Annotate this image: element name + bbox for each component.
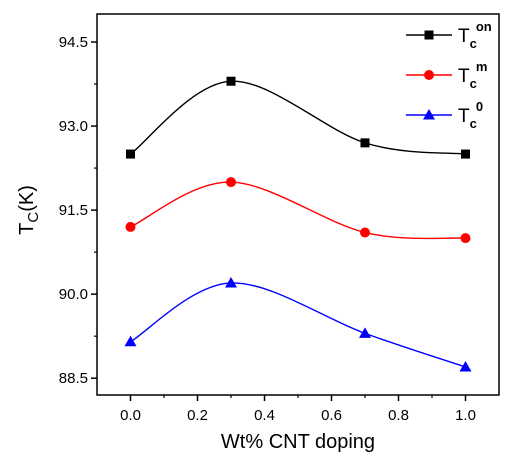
y-tick-label: 93.0 bbox=[59, 118, 88, 135]
series-line bbox=[130, 80, 466, 155]
data-point bbox=[459, 360, 472, 372]
legend-label-sub: c bbox=[470, 116, 477, 131]
data-point bbox=[360, 138, 370, 148]
legend-label: Tcm bbox=[458, 59, 487, 91]
legend-label-sup: on bbox=[476, 19, 492, 34]
legend-label-base: T bbox=[458, 26, 470, 47]
legend-item-0: Tc on bbox=[406, 19, 492, 51]
y-tick-label: 94.5 bbox=[59, 34, 88, 51]
legend-marker bbox=[424, 30, 434, 40]
data-point bbox=[226, 76, 236, 86]
y-axis-title-rest: (K) bbox=[16, 185, 38, 212]
legend-label-sup: 0 bbox=[476, 99, 483, 114]
data-point bbox=[125, 221, 136, 232]
legend-marker bbox=[423, 109, 435, 120]
data-point bbox=[461, 149, 470, 159]
legend-item-2: Tc 0 bbox=[406, 99, 483, 131]
data-point bbox=[359, 327, 371, 338]
legend-label-sup: m bbox=[476, 59, 488, 74]
data-point bbox=[124, 335, 137, 347]
x-tick-label: 0.0 bbox=[120, 407, 141, 424]
data-point bbox=[226, 177, 236, 188]
x-tick-label: 0.6 bbox=[321, 407, 342, 424]
legend-label-sub: c bbox=[470, 76, 477, 91]
series-0 bbox=[126, 76, 470, 159]
x-tick-label: 0.4 bbox=[254, 407, 275, 424]
series-line bbox=[130, 181, 466, 240]
legend-label-base: T bbox=[458, 106, 470, 127]
series-line bbox=[130, 282, 466, 368]
y-axis-title-main: T bbox=[16, 223, 38, 235]
series-layer bbox=[124, 76, 472, 372]
data-point bbox=[360, 227, 370, 238]
data-point bbox=[126, 149, 135, 159]
y-axis-title: TC(K) bbox=[16, 185, 42, 235]
legend-item-1: Tcm bbox=[406, 59, 487, 91]
x-axis-title: Wt% CNT doping bbox=[221, 431, 375, 453]
legend-label-sub: c bbox=[470, 36, 477, 51]
y-tick-label: 88.5 bbox=[59, 370, 88, 387]
series-2 bbox=[124, 276, 472, 372]
x-tick-label: 0.2 bbox=[187, 407, 208, 424]
x-tick-label: 1.0 bbox=[455, 407, 476, 424]
series-1 bbox=[125, 177, 471, 244]
y-tick-label: 91.5 bbox=[59, 202, 88, 219]
data-point bbox=[460, 233, 471, 244]
axis-ticks: 0.0 0.2 0.4 0.6 0.8 1.0 88.5 90.0 91.5 93.0 94.5 bbox=[59, 34, 476, 424]
y-tick-label: 90.0 bbox=[59, 286, 88, 303]
data-point bbox=[225, 276, 237, 288]
legend-label-base: T bbox=[458, 66, 470, 87]
y-axis-title-sub: C bbox=[25, 212, 42, 223]
x-tick-label: 0.8 bbox=[388, 407, 409, 424]
legend-label: Tc 0 bbox=[458, 99, 483, 131]
legend-label: Tc on bbox=[458, 19, 492, 51]
legend-marker bbox=[424, 70, 434, 80]
